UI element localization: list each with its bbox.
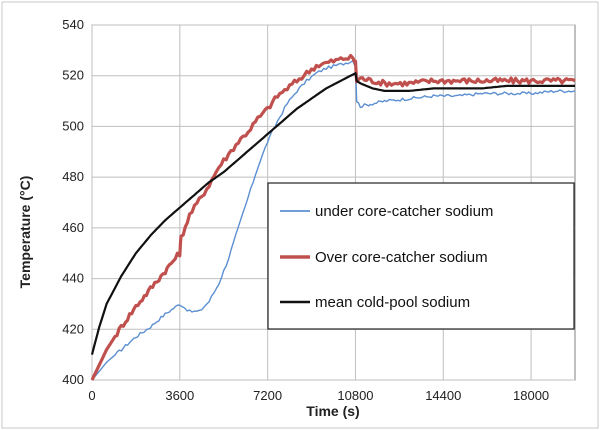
legend-label-1: Over core-catcher sodium	[315, 249, 488, 266]
legend-label-0: under core-catcher sodium	[315, 203, 493, 220]
y-tick-label: 540	[62, 17, 84, 32]
y-tick-label: 500	[62, 118, 84, 133]
series-lines	[90, 53, 576, 381]
x-tick-label: 3600	[165, 388, 194, 403]
series-line-0	[91, 60, 576, 381]
x-tick-labels: 0 3600 7200 10800 14400 18000	[88, 388, 549, 403]
series-line-2	[90, 72, 575, 355]
x-tick-label: 7200	[253, 388, 282, 403]
y-tick-label: 480	[62, 169, 84, 184]
legend: under core-catcher sodium Over core-catch…	[267, 182, 575, 330]
x-tick-label: 0	[88, 388, 95, 403]
legend-label-2: mean cold-pool sodium	[315, 294, 470, 311]
y-tick-label: 400	[62, 372, 84, 387]
x-tick-label: 14400	[425, 388, 461, 403]
series-line-1	[90, 53, 576, 381]
x-tick-label: 18000	[513, 388, 549, 403]
y-tick-label: 520	[62, 68, 84, 83]
y-axis-title: Temperature (°C)	[17, 176, 33, 289]
x-axis-title: Time (s)	[306, 403, 359, 419]
x-tick-label: 10800	[337, 388, 373, 403]
y-tick-label: 440	[62, 271, 84, 286]
y-tick-label: 460	[62, 220, 84, 235]
y-tick-label: 420	[62, 321, 84, 336]
y-tick-labels: 400 420 440 460 480 500 520 540	[62, 17, 84, 387]
legend-box	[267, 182, 575, 330]
